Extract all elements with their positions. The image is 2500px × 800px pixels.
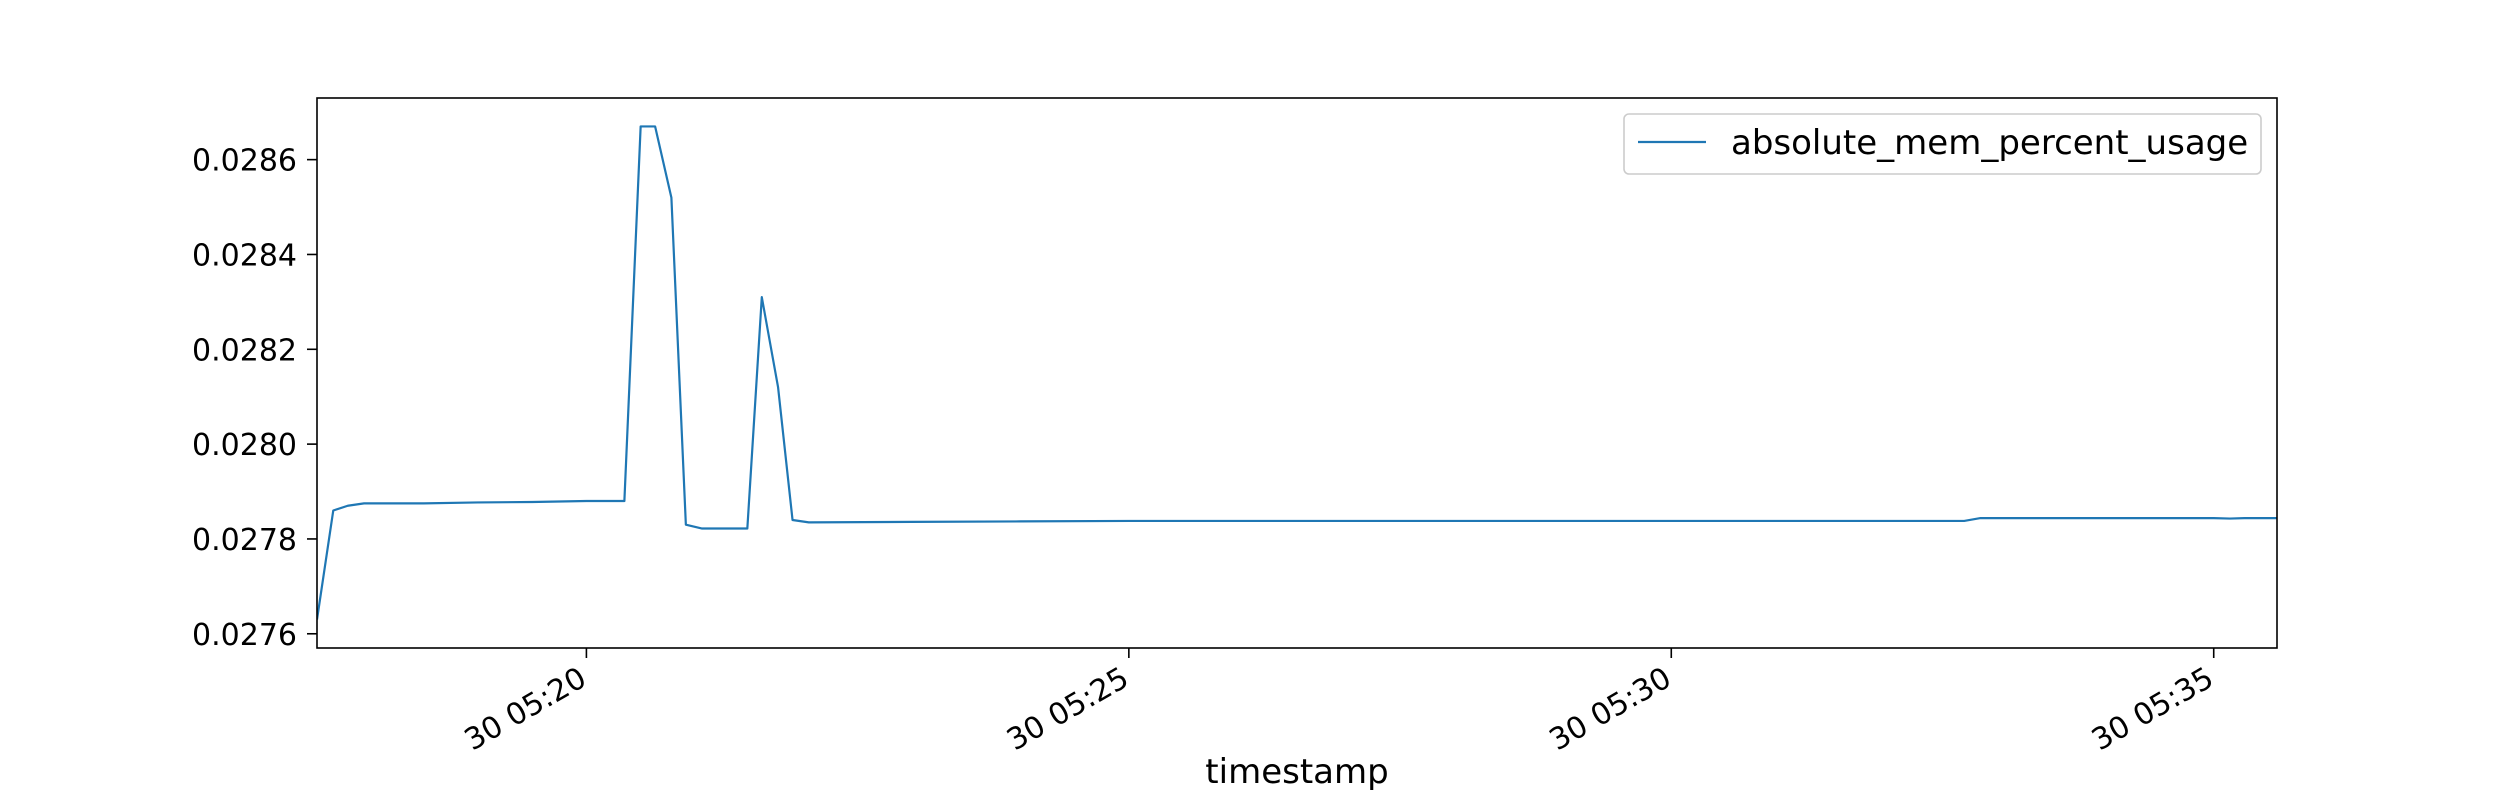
y-tick-label: 0.0284 [192,238,297,273]
series-layer [317,125,2277,620]
y-tick-label: 0.0282 [192,333,297,368]
plot-area-frame [316,97,2278,649]
legend: absolute_mem_percent_usage [1623,113,2262,175]
legend-box [1623,113,2262,175]
x-axis-title: timestamp [1205,752,1388,792]
x-axis: 30 05:20 30 05:25 30 05:30 30 05:35 [459,648,2220,758]
y-tick-label: 0.0278 [192,523,297,558]
y-tick-label: 0.0286 [192,144,297,179]
y-tick-label: 0.0280 [192,428,297,463]
x-tick-label: 30 05:35 [2086,661,2220,758]
x-tick-label: 30 05:25 [1001,661,1135,758]
y-tick-label: 0.0276 [192,618,297,653]
series-line-absolute_mem_percent_usage [317,125,2277,620]
legend-series-label: absolute_mem_percent_usage [1731,123,2248,163]
x-tick-label: 30 05:20 [459,661,593,758]
x-tick-label: 30 05:30 [1544,661,1678,758]
y-axis: 0.0276 0.0278 0.0280 0.0282 0.0284 0.0286 [192,144,317,653]
